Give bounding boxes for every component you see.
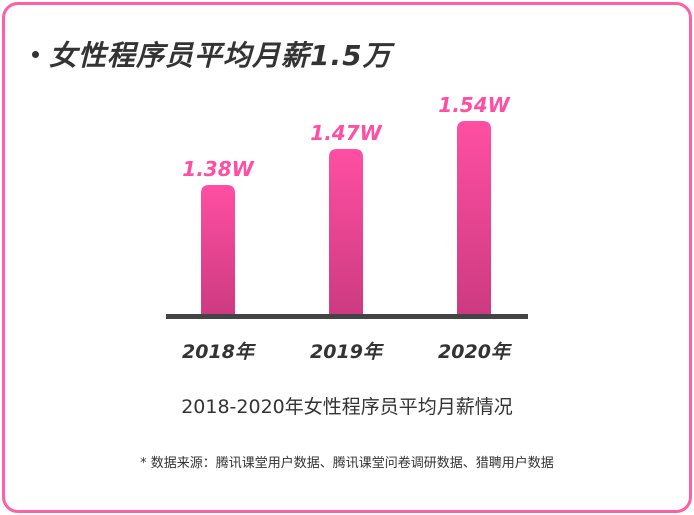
value-label: 1.54W: [438, 93, 510, 117]
value-label: 1.47W: [310, 121, 382, 145]
x-tick-label: 2018年: [182, 341, 257, 363]
page-title-text: 女性程序员平均月薪1.5万: [49, 39, 392, 72]
x-axis-line: [166, 314, 528, 319]
page-title: 女性程序员平均月薪1.5万: [32, 34, 392, 74]
bar-2019年: [329, 149, 363, 317]
bar-2018年: [201, 185, 235, 317]
bar-2020年: [457, 121, 491, 317]
value-label: 1.38W: [182, 157, 254, 181]
data-source-note: * 数据来源：腾讯课堂用户数据、腾讯课堂问卷调研数据、猎聘用户数据: [140, 456, 554, 471]
x-tick-label: 2019年: [310, 341, 385, 363]
bullet-icon: [32, 50, 39, 58]
chart-title: 2018-2020年女性程序员平均月薪情况: [181, 396, 513, 418]
x-tick-label: 2020年: [438, 341, 513, 363]
